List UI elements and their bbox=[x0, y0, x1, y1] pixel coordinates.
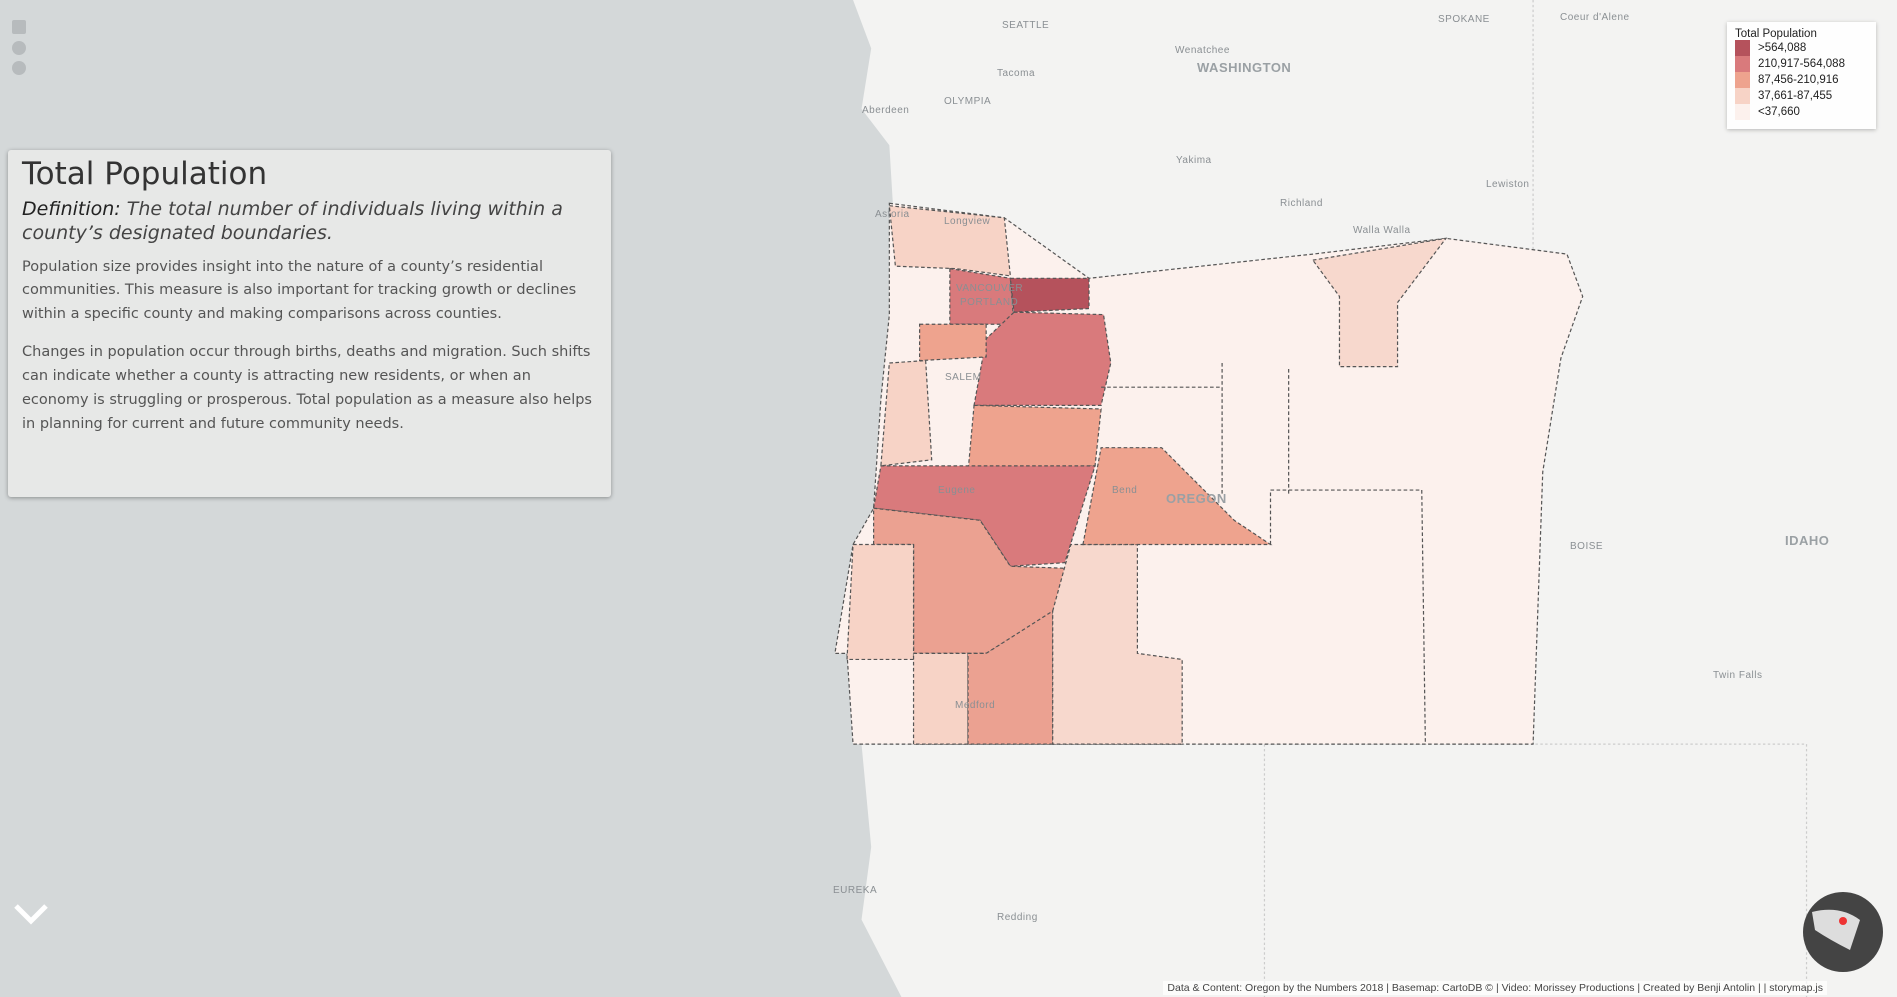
county bbox=[880, 359, 933, 467]
legend-label: >564,088 bbox=[1758, 42, 1807, 54]
info-icon[interactable] bbox=[12, 61, 26, 75]
county-border bbox=[1101, 363, 1426, 745]
legend-title: Total Population bbox=[1735, 28, 1817, 40]
place-label: Coeur d'Alene bbox=[1560, 12, 1630, 23]
place-label: Bend bbox=[1112, 485, 1137, 496]
county bbox=[1009, 277, 1090, 313]
legend-swatch bbox=[1735, 56, 1750, 72]
definition-label: Definition: bbox=[22, 198, 121, 220]
place-label: BOISE bbox=[1570, 541, 1603, 552]
definition: Definition: The total number of individu… bbox=[22, 198, 597, 246]
legend-swatch bbox=[1735, 40, 1750, 56]
place-labels: SEATTLE SPOKANE Coeur d'Alene Wenatchee … bbox=[833, 12, 1829, 923]
counties bbox=[834, 202, 1584, 745]
county bbox=[912, 652, 969, 745]
county bbox=[888, 205, 1012, 277]
place-label: OLYMPIA bbox=[944, 96, 991, 107]
legend-label: 87,456-210,916 bbox=[1758, 74, 1839, 86]
legend-item: >564,088 bbox=[1735, 40, 1868, 56]
place-label: PORTLAND bbox=[960, 297, 1018, 308]
place-label: IDAHO bbox=[1785, 533, 1829, 548]
legend-item: 87,456-210,916 bbox=[1735, 72, 1868, 88]
place-label: Tacoma bbox=[997, 68, 1035, 79]
place-label: SPOKANE bbox=[1438, 14, 1490, 25]
county bbox=[1082, 447, 1273, 546]
state-border bbox=[853, 0, 1808, 997]
legend-swatch bbox=[1735, 72, 1750, 88]
legend: Total Population >564,088 210,917-564,088… bbox=[1727, 22, 1876, 129]
github-icon[interactable] bbox=[12, 41, 26, 55]
county bbox=[873, 507, 1078, 655]
definition-text: The total number of individuals living w… bbox=[22, 198, 563, 244]
legend-item: 210,917-564,088 bbox=[1735, 56, 1868, 72]
place-label: Wenatchee bbox=[1175, 45, 1230, 56]
legend-item: 37,661-87,455 bbox=[1735, 88, 1868, 104]
place-label: EUREKA bbox=[833, 885, 877, 896]
county bbox=[1052, 543, 1183, 745]
county bbox=[918, 323, 987, 362]
place-label: Twin Falls bbox=[1713, 670, 1762, 681]
county bbox=[967, 404, 1102, 473]
place-label: Redding bbox=[997, 912, 1038, 923]
facebook-icon[interactable] bbox=[12, 20, 26, 34]
place-label: Eugene bbox=[938, 485, 975, 496]
legend-swatch bbox=[1735, 88, 1750, 104]
county bbox=[949, 267, 1015, 325]
legend-swatch bbox=[1735, 104, 1750, 120]
globe-marker bbox=[1839, 917, 1847, 925]
panel-title: Total Population bbox=[22, 156, 268, 192]
legend-label: 37,661-87,455 bbox=[1758, 90, 1833, 102]
place-label: Richland bbox=[1280, 198, 1323, 209]
attribution: Data & Content: Oregon by the Numbers 20… bbox=[1163, 981, 1827, 995]
legend-label: 210,917-564,088 bbox=[1758, 58, 1845, 70]
county bbox=[846, 543, 915, 661]
scroll-down[interactable] bbox=[14, 904, 48, 925]
paragraph: Changes in population occur through birt… bbox=[22, 344, 592, 433]
share-icons bbox=[12, 20, 26, 75]
place-label: Yakima bbox=[1176, 155, 1212, 166]
place-label: WASHINGTON bbox=[1197, 60, 1291, 75]
globe-land bbox=[1812, 909, 1860, 950]
legend-label: <37,660 bbox=[1758, 106, 1800, 118]
place-label: Medford bbox=[955, 700, 995, 711]
place-label: Walla Walla bbox=[1353, 225, 1411, 236]
basemap bbox=[834, 0, 1897, 997]
place-label: OREGON bbox=[1166, 491, 1227, 506]
place-label: SEATTLE bbox=[1002, 20, 1049, 31]
place-label: Longview bbox=[944, 216, 991, 227]
place-label: VANCOUVER bbox=[956, 283, 1023, 294]
legend-item: <37,660 bbox=[1735, 104, 1868, 120]
place-label: Lewiston bbox=[1486, 179, 1529, 190]
place-label: SALEM bbox=[945, 372, 981, 383]
info-panel: Total Population Definition: The total n… bbox=[8, 150, 611, 497]
paragraph: Population size provides insight into th… bbox=[22, 258, 577, 323]
county bbox=[1311, 237, 1448, 368]
place-label: Astoria bbox=[875, 209, 910, 220]
place-label: Aberdeen bbox=[862, 105, 909, 116]
